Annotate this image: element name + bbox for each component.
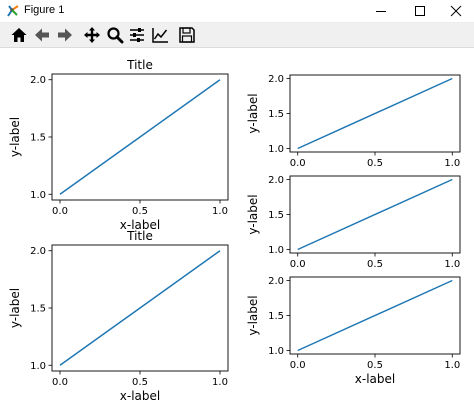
y-tick-label: 1.0 <box>268 245 284 256</box>
y-tick-label: 1.5 <box>268 210 284 221</box>
subplot-3: 0.0 0.5 1.0 1.0 1.5 2.0 y-label <box>246 74 461 169</box>
sliders-icon <box>130 28 144 42</box>
x-tick-label: 0.5 <box>132 377 148 388</box>
zoom-button[interactable] <box>105 25 125 45</box>
back-button[interactable] <box>32 25 52 45</box>
x-tick-label: 0.0 <box>290 259 306 270</box>
series-line <box>59 250 221 366</box>
forward-button[interactable] <box>55 25 75 45</box>
pan-button[interactable] <box>82 25 102 45</box>
y-axis-label: y-label <box>246 93 260 133</box>
forward-arrow-icon <box>58 28 72 42</box>
y-tick-label: 2.0 <box>30 75 46 86</box>
figure-svg: 0.0 0.5 1.01.01.52.0Titlex-labely-label0.0… <box>8 58 461 403</box>
x-tick-label: 1.0 <box>444 259 460 270</box>
minimize-button[interactable] <box>361 0 401 22</box>
line-chart-icon <box>152 28 168 43</box>
y-tick-label: 2.0 <box>268 276 284 287</box>
minimize-icon <box>376 11 386 12</box>
chart-title: Title <box>126 58 153 72</box>
x-tick-label: 1.0 <box>444 360 460 371</box>
edit-axes-button[interactable] <box>150 25 170 45</box>
y-tick-label: 2.0 <box>268 175 284 186</box>
y-tick-label: 1.5 <box>30 133 46 144</box>
series-line <box>297 279 453 352</box>
home-button[interactable] <box>9 25 29 45</box>
subplot-4: 0.0 0.5 1.0 1.0 1.5 2.0 y-label <box>246 175 461 270</box>
x-tick-label: 0.5 <box>367 259 383 270</box>
subplot-5: 0.0 0.5 1.0 1.0 1.5 2.0 x-label y-label <box>246 276 461 386</box>
maximize-button[interactable] <box>400 0 440 22</box>
y-axis-label: y-label <box>8 288 22 328</box>
x-tick-label: 0.0 <box>52 377 68 388</box>
y-tick-label: 1.5 <box>268 311 284 322</box>
x-tick-label: 0.5 <box>367 360 383 371</box>
window-title: Figure 1 <box>24 4 65 16</box>
x-tick-label: 1.0 <box>212 377 228 388</box>
y-tick-label: 1.0 <box>268 144 284 155</box>
y-axis-label: y-label <box>8 117 22 157</box>
configure-subplots-button[interactable] <box>127 25 147 45</box>
floppy-disk-icon <box>179 27 195 43</box>
x-axis-label: x-label <box>120 218 160 232</box>
zoom-magnifier-icon <box>107 27 124 44</box>
y-tick-label: 2.0 <box>30 246 46 257</box>
y-axis-label: y-label <box>246 295 260 335</box>
chart-title: Title <box>126 229 153 243</box>
subplot-2: 0.0 0.5 1.0 1.0 1.5 2.0 Title x-label y-label <box>8 229 229 403</box>
figure-canvas[interactable]: 0.0 0.5 1.0 1.0 1.5 2.0 Title x-label y-label 0.0… <box>0 48 474 403</box>
x-tick-label: 0.5 <box>367 158 383 169</box>
subplot-1: 0.0 0.5 1.0 1.0 1.5 2.0 Title x-label y-label <box>8 58 229 232</box>
title-bar: Figure 1 <box>0 0 474 23</box>
home-icon <box>11 28 27 42</box>
matplotlib-logo-icon <box>5 3 21 19</box>
x-tick-label: 0.0 <box>52 206 68 217</box>
x-axis-label: x-label <box>355 372 395 386</box>
y-tick-label: 1.5 <box>268 109 284 120</box>
x-axis-label: x-label <box>120 389 160 403</box>
close-button[interactable] <box>436 0 474 22</box>
x-tick-label: 0.5 <box>132 206 148 217</box>
maximize-icon <box>415 6 425 16</box>
x-tick-label: 1.0 <box>444 158 460 169</box>
y-tick-label: 2.0 <box>268 74 284 85</box>
pan-move-icon <box>84 27 100 43</box>
y-tick-label: 1.5 <box>30 304 46 315</box>
x-tick-label: 0.0 <box>290 360 306 371</box>
y-tick-label: 1.0 <box>268 346 284 357</box>
series-line <box>297 178 453 251</box>
x-tick-label: 1.0 <box>212 206 228 217</box>
y-tick-label: 1.0 <box>30 361 46 372</box>
series-line <box>297 77 453 150</box>
save-button[interactable] <box>177 25 197 45</box>
back-arrow-icon <box>35 28 49 42</box>
navigation-toolbar <box>0 23 474 48</box>
y-axis-label: y-label <box>246 194 260 234</box>
y-tick-label: 1.0 <box>30 190 46 201</box>
close-icon <box>450 5 462 17</box>
x-tick-label: 0.0 <box>290 158 306 169</box>
series-line <box>59 79 221 195</box>
